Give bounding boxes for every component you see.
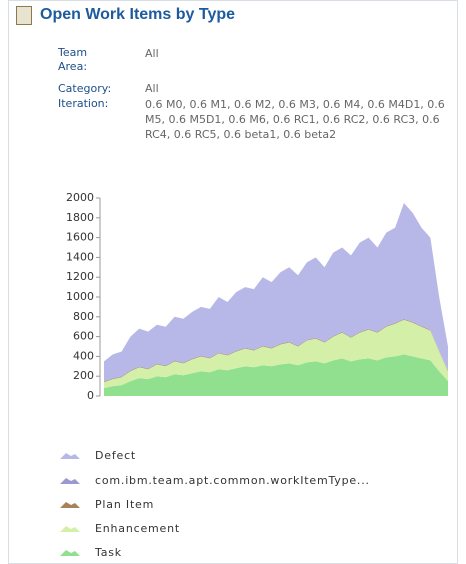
filter-value: 0.6 M0, 0.6 M1, 0.6 M2, 0.6 M3, 0.6 M4, … — [145, 98, 445, 141]
area — [104, 202, 448, 382]
widget-icon — [16, 6, 32, 25]
y-tick-label: 200 — [73, 369, 94, 382]
y-tick-label: 1400 — [66, 250, 94, 263]
legend-marker — [60, 550, 80, 556]
y-tick-label: 2000 — [66, 191, 94, 204]
area — [104, 354, 448, 396]
legend-label: Defect — [95, 449, 136, 462]
y-tick-label: 600 — [73, 330, 94, 343]
legend-marker — [60, 526, 80, 532]
filter-label: Category: — [58, 82, 112, 95]
widget-title: Open Work Items by Type — [40, 6, 236, 23]
y-tick-label: 1000 — [66, 290, 94, 303]
legend-marker — [60, 478, 80, 484]
y-tick-label: 1600 — [66, 231, 94, 244]
y-tick-label: 1800 — [66, 211, 94, 224]
legend-label: Plan Item — [95, 498, 154, 511]
filter-label: Team Area: — [58, 46, 88, 73]
legend-label: Enhancement — [95, 522, 180, 535]
y-tick-label: 0 — [87, 389, 94, 402]
legend-label: Task — [94, 546, 122, 559]
filter-label: Iteration: — [58, 97, 109, 110]
y-tick-label: 400 — [73, 349, 94, 362]
legend-marker — [60, 502, 80, 508]
filter-value: All — [145, 82, 159, 95]
y-tick-label: 1200 — [66, 270, 94, 283]
filter-value: All — [145, 47, 159, 60]
y-tick-label: 800 — [73, 310, 94, 323]
legend-label: com.ibm.team.apt.common.workItemType... — [95, 474, 370, 487]
area — [104, 319, 448, 389]
legend-marker — [60, 453, 80, 459]
